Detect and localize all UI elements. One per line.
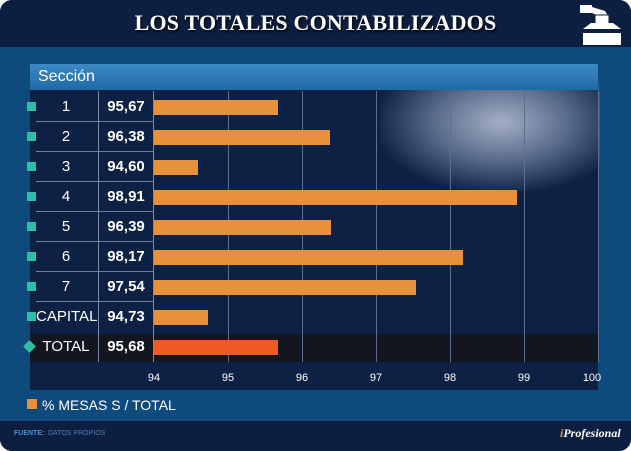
gridline	[376, 91, 377, 362]
square-marker-icon	[27, 102, 36, 111]
section-value: 96,38	[107, 128, 145, 145]
row-divider	[36, 211, 154, 212]
x-tick-label: 100	[582, 372, 602, 384]
section-value: 95,67	[107, 98, 145, 115]
section-name: 2	[61, 128, 71, 145]
brand-logo: iProfesional	[560, 426, 621, 440]
bar	[154, 250, 463, 265]
section-value: 95,68	[107, 338, 145, 355]
column-divider	[98, 91, 99, 362]
square-marker-icon	[27, 162, 36, 171]
gridline	[598, 91, 599, 362]
source-value: DATOS PROPIOS	[48, 430, 106, 437]
x-tick-label: 97	[369, 372, 383, 384]
section-name: TOTAL	[42, 338, 90, 355]
section-value: 96,39	[107, 218, 145, 235]
gridline	[524, 91, 525, 362]
section-value: 94,60	[107, 158, 145, 175]
section-column-label: Sección	[38, 68, 95, 85]
square-marker-icon	[27, 132, 36, 141]
bar	[154, 130, 330, 145]
row-divider	[36, 151, 154, 152]
square-marker-icon	[27, 192, 36, 201]
row-divider	[36, 121, 154, 122]
legend-swatch	[27, 399, 37, 409]
gridline	[450, 91, 451, 362]
legend-label: % MESAS S / TOTAL	[42, 397, 176, 413]
x-tick-label: 99	[517, 372, 531, 384]
section-header: Sección	[30, 64, 598, 90]
section-name: 1	[61, 98, 71, 115]
total-bar	[154, 340, 278, 355]
ballot-box-icon	[580, 5, 621, 45]
section-value: 98,91	[107, 188, 145, 205]
section-value: 97,54	[107, 278, 145, 295]
square-marker-icon	[27, 252, 36, 261]
bar	[154, 100, 278, 115]
section-value: 98,17	[107, 248, 145, 265]
row-divider	[36, 181, 154, 182]
section-value: 94,73	[107, 308, 145, 325]
header: LOS TOTALES CONTABILIZADOS	[0, 0, 631, 47]
section-name: CAPITAL	[36, 308, 98, 325]
bar	[154, 220, 331, 235]
row-divider	[36, 271, 154, 272]
bar	[154, 310, 208, 325]
section-name: 6	[61, 248, 71, 265]
axis-line	[153, 91, 154, 362]
bar	[154, 280, 416, 295]
section-name: 4	[61, 188, 71, 205]
page-title: LOS TOTALES CONTABILIZADOS	[134, 10, 497, 35]
section-name: 7	[61, 278, 71, 295]
square-marker-icon	[27, 282, 36, 291]
section-name: 3	[61, 158, 71, 175]
bar	[154, 190, 517, 205]
x-tick-label: 96	[295, 372, 309, 384]
total-row-band	[30, 334, 598, 362]
section-name: 5	[61, 218, 71, 235]
x-tick-label: 98	[443, 372, 457, 384]
square-marker-icon	[27, 312, 36, 321]
source-key: FUENTE:	[14, 430, 45, 437]
bar	[154, 160, 198, 175]
x-tick-label: 95	[221, 372, 235, 384]
square-marker-icon	[27, 222, 36, 231]
footer: FUENTE: DATOS PROPIOS iProfesional	[0, 421, 631, 451]
x-tick-label: 94	[147, 372, 161, 384]
row-divider	[36, 301, 154, 302]
row-divider	[36, 241, 154, 242]
